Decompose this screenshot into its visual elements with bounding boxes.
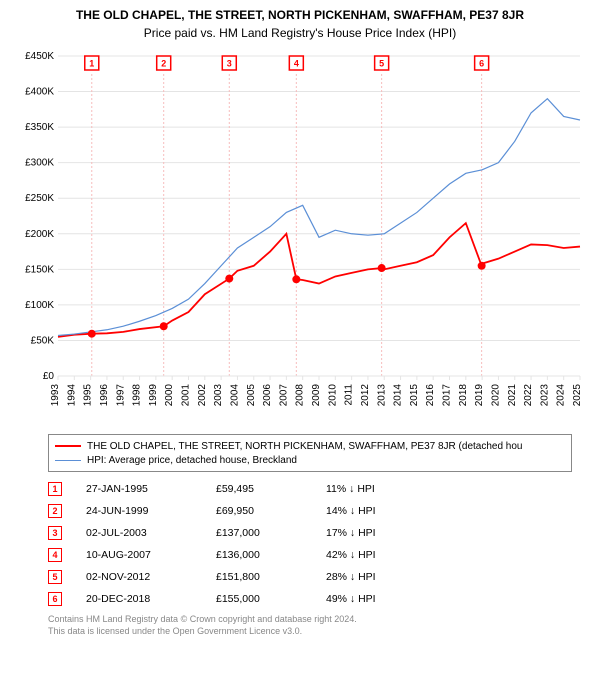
svg-text:1993: 1993 xyxy=(50,384,61,407)
sale-diff: 49% ↓ HPI xyxy=(326,593,446,605)
svg-text:6: 6 xyxy=(479,59,484,69)
svg-text:£100K: £100K xyxy=(25,300,54,311)
chart-title-main: THE OLD CHAPEL, THE STREET, NORTH PICKEN… xyxy=(0,0,600,22)
svg-text:£0: £0 xyxy=(43,371,55,382)
chart-title-sub: Price paid vs. HM Land Registry's House … xyxy=(0,22,600,46)
svg-text:2025: 2025 xyxy=(572,384,583,407)
svg-text:2012: 2012 xyxy=(360,384,371,407)
svg-text:1999: 1999 xyxy=(148,384,159,407)
sale-date: 27-JAN-1995 xyxy=(86,483,216,495)
sale-marker-4: 4 xyxy=(48,548,62,562)
svg-text:2003: 2003 xyxy=(213,384,224,407)
sales-row: 1 27-JAN-1995£59,49511% ↓ HPI xyxy=(48,478,572,500)
footer-attribution: Contains HM Land Registry data © Crown c… xyxy=(48,614,572,637)
svg-text:2005: 2005 xyxy=(246,384,257,407)
sale-price: £136,000 xyxy=(216,549,326,561)
legend-item-hpi: HPI: Average price, detached house, Brec… xyxy=(55,453,565,467)
sale-price: £69,950 xyxy=(216,505,326,517)
legend-label-property: THE OLD CHAPEL, THE STREET, NORTH PICKEN… xyxy=(87,441,523,452)
svg-text:£350K: £350K xyxy=(25,122,54,133)
svg-text:2: 2 xyxy=(161,59,166,69)
svg-text:2020: 2020 xyxy=(490,384,501,407)
svg-text:2022: 2022 xyxy=(523,384,534,407)
sale-date: 24-JUN-1999 xyxy=(86,505,216,517)
legend-swatch-hpi xyxy=(55,460,81,461)
sale-price: £59,495 xyxy=(216,483,326,495)
svg-text:2004: 2004 xyxy=(229,384,240,407)
sale-date: 20-DEC-2018 xyxy=(86,593,216,605)
sale-date: 02-NOV-2012 xyxy=(86,571,216,583)
svg-text:1996: 1996 xyxy=(99,384,110,407)
svg-text:2010: 2010 xyxy=(327,384,338,407)
sale-diff: 17% ↓ HPI xyxy=(326,527,446,539)
price-chart: £0 £50K £100K £150K £200K £250K £300K £350K £400… xyxy=(10,46,590,426)
sale-marker-2: 2 xyxy=(48,504,62,518)
svg-text:4: 4 xyxy=(294,59,299,69)
svg-text:2023: 2023 xyxy=(539,384,550,407)
svg-text:1994: 1994 xyxy=(66,384,77,407)
svg-text:£250K: £250K xyxy=(25,193,54,204)
svg-text:2017: 2017 xyxy=(442,384,453,407)
svg-text:3: 3 xyxy=(227,59,232,69)
sales-row: 4 10-AUG-2007£136,00042% ↓ HPI xyxy=(48,544,572,566)
svg-text:2019: 2019 xyxy=(474,384,485,407)
svg-text:£50K: £50K xyxy=(31,335,55,346)
svg-text:£200K: £200K xyxy=(25,229,54,240)
sale-marker-6: 6 xyxy=(48,592,62,606)
svg-text:£450K: £450K xyxy=(25,51,54,62)
sale-diff: 14% ↓ HPI xyxy=(326,505,446,517)
svg-text:£150K: £150K xyxy=(25,264,54,275)
svg-text:2016: 2016 xyxy=(425,384,436,407)
svg-text:2000: 2000 xyxy=(164,384,175,407)
svg-text:2015: 2015 xyxy=(409,384,420,407)
svg-text:£300K: £300K xyxy=(25,158,54,169)
sale-date: 10-AUG-2007 xyxy=(86,549,216,561)
svg-text:2024: 2024 xyxy=(556,384,567,407)
svg-text:5: 5 xyxy=(379,59,384,69)
legend-label-hpi: HPI: Average price, detached house, Brec… xyxy=(87,455,297,466)
svg-text:2013: 2013 xyxy=(376,384,387,407)
sale-diff: 11% ↓ HPI xyxy=(326,483,446,495)
legend-box: THE OLD CHAPEL, THE STREET, NORTH PICKEN… xyxy=(48,434,572,472)
svg-text:£400K: £400K xyxy=(25,87,54,98)
svg-text:2018: 2018 xyxy=(458,384,469,407)
sale-diff: 42% ↓ HPI xyxy=(326,549,446,561)
sale-diff: 28% ↓ HPI xyxy=(326,571,446,583)
footer-line1: Contains HM Land Registry data © Crown c… xyxy=(48,614,572,626)
svg-text:1997: 1997 xyxy=(115,384,126,407)
sale-price: £137,000 xyxy=(216,527,326,539)
sales-row: 6 20-DEC-2018£155,00049% ↓ HPI xyxy=(48,588,572,610)
sale-marker-1: 1 xyxy=(48,482,62,496)
sale-date: 02-JUL-2003 xyxy=(86,527,216,539)
svg-text:1998: 1998 xyxy=(132,384,143,407)
svg-text:2007: 2007 xyxy=(278,384,289,407)
svg-text:2021: 2021 xyxy=(507,384,518,407)
sales-row: 5 02-NOV-2012£151,80028% ↓ HPI xyxy=(48,566,572,588)
sale-marker-3: 3 xyxy=(48,526,62,540)
sales-row: 3 02-JUL-2003£137,00017% ↓ HPI xyxy=(48,522,572,544)
svg-text:2009: 2009 xyxy=(311,384,322,407)
sale-price: £155,000 xyxy=(216,593,326,605)
svg-text:2008: 2008 xyxy=(295,384,306,407)
footer-line2: This data is licensed under the Open Gov… xyxy=(48,626,572,638)
sales-row: 2 24-JUN-1999£69,95014% ↓ HPI xyxy=(48,500,572,522)
chart-svg: £0 £50K £100K £150K £200K £250K £300K £350K £400… xyxy=(10,46,590,426)
svg-text:2014: 2014 xyxy=(393,384,404,407)
legend-swatch-property xyxy=(55,445,81,447)
svg-text:2001: 2001 xyxy=(181,384,192,407)
svg-text:2006: 2006 xyxy=(262,384,273,407)
sale-price: £151,800 xyxy=(216,571,326,583)
sales-table: 1 27-JAN-1995£59,49511% ↓ HPI 2 24-JUN-1999… xyxy=(48,478,572,610)
svg-text:1: 1 xyxy=(89,59,94,69)
svg-text:2011: 2011 xyxy=(344,384,355,406)
svg-text:2002: 2002 xyxy=(197,384,208,407)
svg-text:1995: 1995 xyxy=(83,384,94,407)
sale-marker-5: 5 xyxy=(48,570,62,584)
legend-item-property: THE OLD CHAPEL, THE STREET, NORTH PICKEN… xyxy=(55,439,565,453)
